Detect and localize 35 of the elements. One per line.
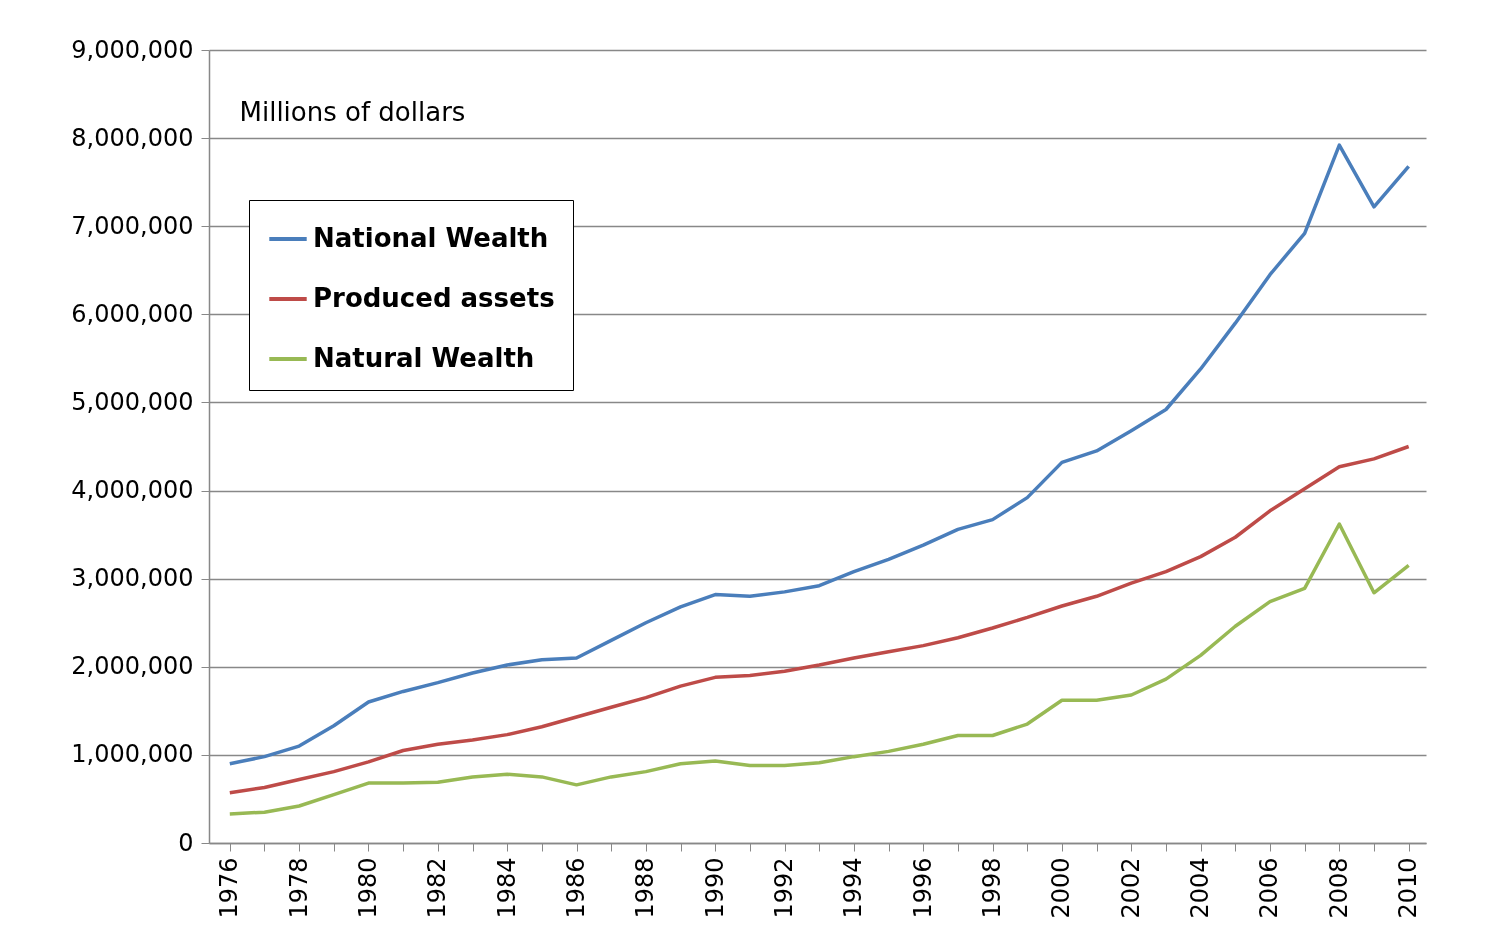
x-tick-label: 2000 [1047,857,1076,919]
x-tick-label: 1988 [631,857,660,919]
y-tick-label: 2,000,000 [71,652,194,681]
x-tick-label: 2010 [1394,857,1423,919]
x-tick-label: 1976 [215,857,244,919]
line-series [228,522,1411,816]
y-axis-title: Millions of dollars [239,96,466,127]
x-tick-label: 2006 [1255,857,1284,919]
y-tick-label: 7,000,000 [71,211,194,240]
y-tick-label: 6,000,000 [71,299,194,328]
x-tick-label: 2002 [1116,857,1145,919]
y-tick-label: 1,000,000 [71,740,194,769]
y-tick-label: 5,000,000 [71,387,194,416]
x-tick-label: 2004 [1186,857,1215,919]
y-tick-label: 8,000,000 [71,123,194,152]
line-series [228,444,1411,795]
legend-label: Natural Wealth [313,343,535,373]
x-tick-label: 1980 [353,857,382,919]
x-tick-label: 1996 [908,857,937,919]
x-tick-label: 1992 [770,857,799,919]
y-tick-label: 4,000,000 [71,476,194,505]
x-tick-label: 1978 [284,857,313,919]
y-tick-label: 0 [178,828,194,857]
x-tick-label: 1994 [839,857,868,919]
line-series [228,143,1411,766]
x-tick-label: 1990 [700,857,729,919]
legend-label: National Wealth [313,223,549,253]
legend-label: Produced assets [313,283,555,313]
y-tick-label: 9,000,000 [71,35,194,64]
x-tick-label: 2008 [1324,857,1353,919]
x-tick-label: 1998 [978,857,1007,919]
y-tick-label: 3,000,000 [71,564,194,593]
x-tick-label: 1982 [423,857,452,919]
x-tick-label: 1986 [562,857,591,919]
x-tick-label: 1984 [492,857,521,919]
